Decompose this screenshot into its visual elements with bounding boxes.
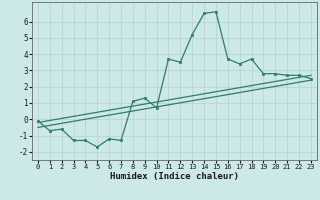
X-axis label: Humidex (Indice chaleur): Humidex (Indice chaleur) — [110, 172, 239, 181]
